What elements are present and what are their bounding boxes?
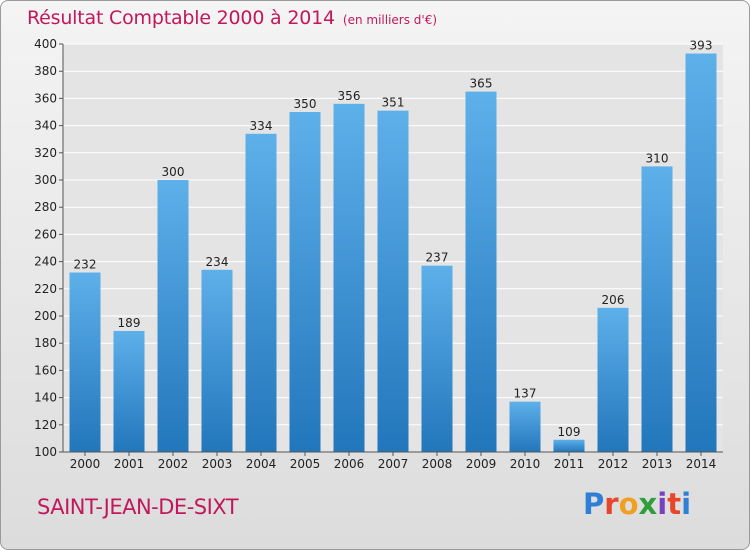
x-tick-label: 2012 (598, 457, 629, 471)
bar[interactable] (509, 401, 541, 452)
bar[interactable] (289, 112, 321, 452)
bar[interactable] (333, 103, 365, 452)
data-label: 356 (338, 89, 361, 103)
x-tick-label: 2013 (642, 457, 673, 471)
logo-letter: o (618, 487, 639, 521)
y-tick-label: 360 (34, 91, 57, 105)
x-tick-label: 2000 (70, 457, 101, 471)
axes: 100 120 140 160 180 200 220 240 260 280 300 320 340 3… (34, 37, 723, 471)
x-tick-label: 2001 (114, 457, 145, 471)
bar[interactable] (377, 110, 409, 452)
x-tick-label: 2010 (510, 457, 541, 471)
bar[interactable] (113, 330, 145, 452)
y-tick-label: 260 (34, 227, 57, 241)
bars: 232 189 300 234 334 350 356 351 237 365 137 109 206 3… (69, 39, 717, 453)
data-label: 206 (602, 293, 625, 307)
y-tick-label: 380 (34, 64, 57, 78)
logo-letter: P (583, 487, 605, 521)
bar[interactable] (553, 439, 585, 452)
y-tick-label: 340 (34, 119, 57, 133)
x-tick-label: 2004 (246, 457, 277, 471)
logo-letter: i (657, 487, 668, 521)
y-tick-label: 100 (34, 445, 57, 459)
y-tick-label: 220 (34, 282, 57, 296)
data-label: 234 (206, 255, 229, 269)
data-label: 334 (250, 119, 273, 133)
data-label: 300 (162, 165, 185, 179)
chart-title: Résultat Comptable 2000 à 2014 (27, 7, 335, 29)
y-tick-label: 240 (34, 255, 57, 269)
data-label: 109 (558, 425, 581, 439)
bar[interactable] (685, 53, 717, 453)
data-label: 393 (690, 39, 713, 53)
logo-letter: i (681, 487, 692, 521)
bar[interactable] (597, 307, 629, 452)
data-label: 189 (118, 316, 141, 330)
data-label: 365 (470, 77, 493, 91)
data-label: 350 (294, 97, 317, 111)
x-tick-label: 2005 (290, 457, 321, 471)
data-label: 137 (514, 387, 537, 401)
x-tick-label: 2002 (158, 457, 189, 471)
bar[interactable] (69, 272, 101, 452)
y-tick-label: 400 (34, 37, 57, 51)
x-tick-label: 2011 (554, 457, 585, 471)
x-tick-label: 2003 (202, 457, 233, 471)
x-tick-label: 2009 (466, 457, 497, 471)
proxiti-logo[interactable]: Proxiti (583, 487, 691, 521)
logo-letter: x (638, 487, 658, 521)
x-tick-label: 2008 (422, 457, 453, 471)
y-tick-label: 120 (34, 418, 57, 432)
commune-name: SAINT-JEAN-DE-SIXT (37, 495, 239, 519)
data-label: 310 (646, 151, 669, 165)
bar[interactable] (641, 166, 673, 452)
bar[interactable] (201, 269, 233, 452)
bar[interactable] (421, 265, 453, 452)
x-tick-label: 2014 (686, 457, 717, 471)
logo-letter: t (667, 487, 682, 521)
y-tick-label: 180 (34, 336, 57, 350)
logo-letter: r (604, 487, 619, 521)
x-tick-label: 2006 (334, 457, 365, 471)
bar[interactable] (465, 91, 497, 452)
y-tick-label: 200 (34, 309, 57, 323)
y-tick-label: 320 (34, 146, 57, 160)
chart-title-row: Résultat Comptable 2000 à 2014 (en millie… (27, 7, 437, 29)
chart-subtitle: (en milliers d'€) (342, 13, 438, 27)
y-tick-label: 280 (34, 200, 57, 214)
x-tick-label: 2007 (378, 457, 409, 471)
y-tick-label: 300 (34, 173, 57, 187)
y-tick-label: 140 (34, 391, 57, 405)
data-label: 232 (74, 257, 97, 271)
data-label: 237 (426, 251, 449, 265)
y-tick-label: 160 (34, 363, 57, 377)
data-label: 351 (382, 96, 405, 110)
bar[interactable] (157, 180, 189, 452)
bar[interactable] (245, 133, 277, 452)
